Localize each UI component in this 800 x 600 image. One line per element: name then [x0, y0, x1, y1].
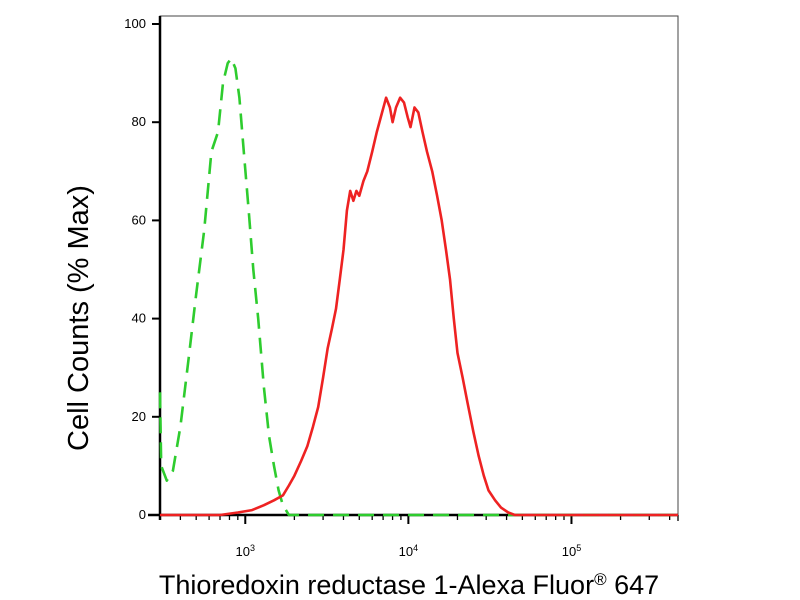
- x-axis-title-main: Thioredoxin reductase 1-Alexa Fluor: [159, 570, 594, 600]
- y-tick-label: 80: [132, 114, 146, 129]
- x-tick-label: 103: [236, 543, 255, 559]
- x-axis-title-suffix: 647: [607, 570, 660, 600]
- x-axis-title-registered-mark: ®: [594, 570, 607, 589]
- series-layer: [158, 57, 678, 517]
- y-tick-label: 60: [132, 212, 146, 227]
- x-axis-title: Thioredoxin reductase 1-Alexa Fluor® 647: [159, 570, 659, 600]
- sample-histogram: [160, 96, 678, 517]
- y-axis-title: Cell Counts (% Max): [63, 185, 95, 451]
- y-tick-label: 0: [139, 507, 146, 522]
- x-axis-ticks: 103 104 105: [159, 515, 679, 559]
- isotype-control-histogram: [158, 57, 678, 517]
- y-axis-ticks: 0 20 40 60 80 100: [124, 16, 160, 522]
- y-tick-label: 20: [132, 409, 146, 424]
- y-tick-label: 100: [124, 16, 146, 31]
- x-tick-label: 104: [399, 543, 418, 559]
- x-tick-label: 105: [562, 543, 581, 559]
- y-tick-label: 40: [132, 311, 146, 326]
